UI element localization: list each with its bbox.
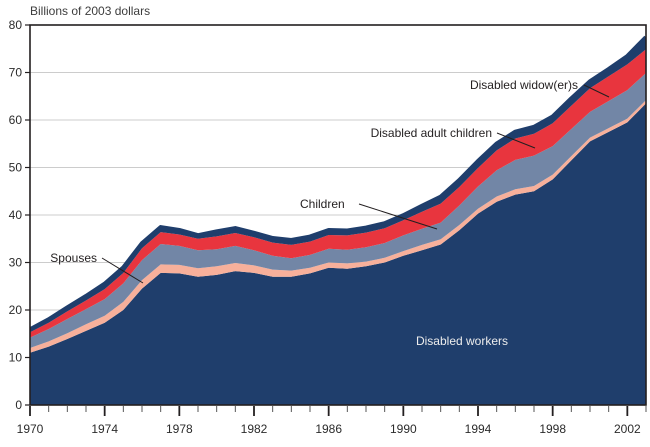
annotation-disabled-adult-children: Disabled adult children bbox=[371, 126, 492, 140]
y-tick-label-0: 0 bbox=[15, 398, 22, 412]
area-spouses bbox=[30, 100, 646, 353]
leader-line-disabled-widowers bbox=[583, 84, 610, 98]
annotation-disabled-widowers: Disabled widow(er)s bbox=[470, 78, 578, 92]
x-tick-label-1994: 1994 bbox=[465, 422, 492, 436]
total-outline bbox=[30, 35, 646, 332]
y-tick-label-40: 40 bbox=[9, 208, 23, 222]
leader-line-disabled-adult-children bbox=[496, 132, 536, 149]
x-axis: 1970 1974 1978 1982 1986 1990 1994 1998 2002 bbox=[17, 406, 647, 436]
stacked-areas bbox=[30, 37, 646, 405]
leader-line-children bbox=[358, 203, 438, 230]
annotation-disabled-workers: Disabled workers bbox=[416, 334, 508, 348]
y-tick-label-80: 80 bbox=[9, 18, 23, 32]
x-tick-label-1982: 1982 bbox=[241, 422, 268, 436]
y-tick-label-50: 50 bbox=[9, 161, 23, 175]
annotation-children: Children bbox=[300, 197, 345, 211]
x-tick-label-2002: 2002 bbox=[614, 422, 641, 436]
annotation-spouses: Spouses bbox=[50, 251, 97, 265]
x-tick-label-1990: 1990 bbox=[390, 422, 417, 436]
y-tick-label-20: 20 bbox=[9, 303, 23, 317]
x-tick-label-1998: 1998 bbox=[539, 422, 566, 436]
x-tick-label-1978: 1978 bbox=[166, 422, 193, 436]
y-tick-label-30: 30 bbox=[9, 256, 23, 270]
x-tick-label-1986: 1986 bbox=[315, 422, 342, 436]
x-tick-label-1970: 1970 bbox=[17, 422, 44, 436]
chart-title: Billions of 2003 dollars bbox=[30, 4, 151, 18]
y-tick-label-60: 60 bbox=[9, 113, 23, 127]
y-axis: 0 10 20 30 40 50 60 70 80 bbox=[9, 18, 30, 412]
annotations: Spouses Children Disabled adult children Di… bbox=[50, 78, 610, 348]
x-tick-label-1974: 1974 bbox=[91, 422, 118, 436]
leader-line-spouses bbox=[101, 257, 144, 284]
y-tick-label-70: 70 bbox=[9, 66, 23, 80]
area-disabled-workers bbox=[30, 103, 646, 405]
area-children bbox=[30, 73, 646, 348]
y-tick-label-10: 10 bbox=[9, 351, 23, 365]
